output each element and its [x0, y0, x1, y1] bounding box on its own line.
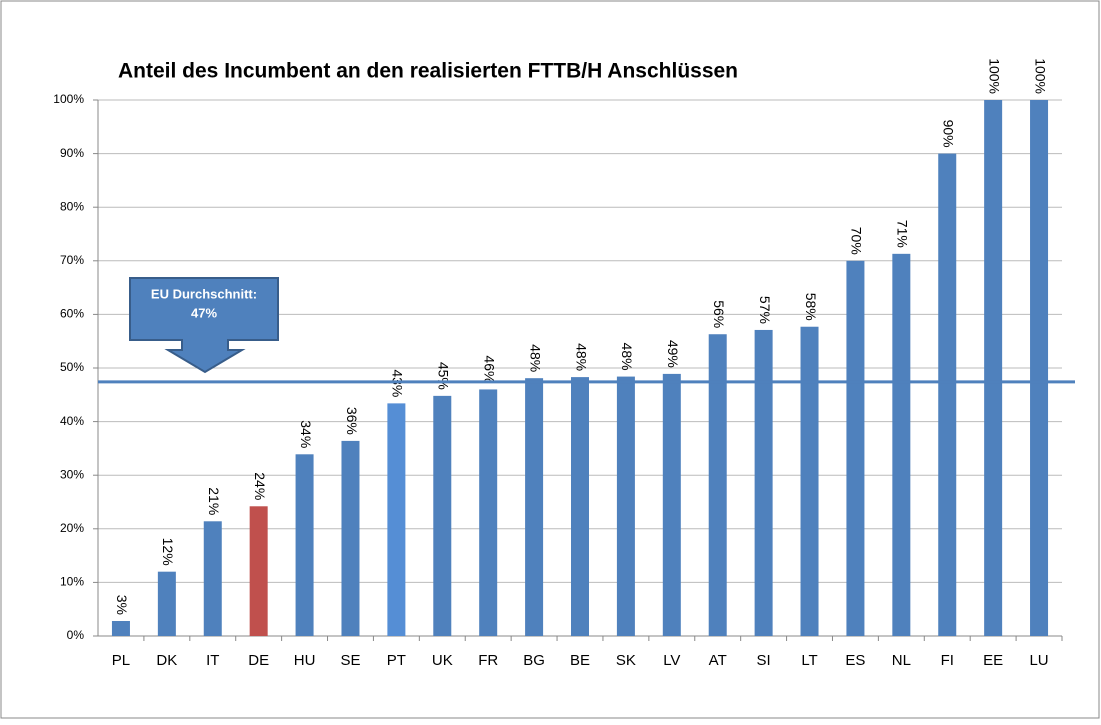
value-label: 100%	[1032, 58, 1048, 94]
value-label: 58%	[803, 293, 819, 321]
y-tick-label: 0%	[67, 628, 85, 642]
x-tick-label: LT	[801, 652, 817, 669]
x-tick-label: NL	[892, 652, 911, 669]
callout-value: 47%	[191, 305, 217, 320]
x-tick-label: SK	[616, 652, 636, 669]
x-tick-label: FR	[478, 652, 498, 669]
bar	[800, 326, 819, 636]
y-tick-label: 40%	[60, 414, 84, 428]
x-tick-label: EE	[983, 652, 1003, 669]
bar	[846, 260, 865, 636]
bar	[203, 521, 222, 636]
x-tick-label: LU	[1029, 652, 1048, 669]
bar	[1030, 100, 1049, 636]
x-tick-label: ES	[845, 652, 865, 669]
callout-shape	[129, 277, 279, 374]
callout: EU Durchschnitt: 47%	[129, 277, 279, 374]
x-tick-label: SE	[340, 652, 360, 669]
x-tick-label: PT	[387, 652, 406, 669]
bar	[341, 440, 360, 636]
x-tick-label: PL	[112, 652, 130, 669]
y-tick-label: 80%	[60, 199, 84, 213]
y-tick-label: 50%	[60, 360, 84, 374]
value-label: 48%	[573, 343, 589, 371]
y-tick-label: 100%	[53, 92, 84, 106]
x-tick-label: LV	[663, 652, 680, 669]
value-label: 36%	[344, 407, 360, 435]
bar	[662, 373, 681, 636]
bar	[295, 454, 314, 636]
value-label: 45%	[436, 362, 452, 390]
bar	[387, 403, 406, 636]
value-label: 49%	[665, 340, 681, 368]
value-label: 70%	[849, 227, 865, 255]
value-label: 3%	[114, 595, 130, 615]
value-label: 24%	[252, 472, 268, 500]
value-label: 48%	[619, 343, 635, 371]
bar	[892, 253, 911, 636]
y-tick-label: 60%	[60, 307, 84, 321]
value-label: 48%	[527, 344, 543, 372]
value-label: 21%	[206, 487, 222, 515]
bar	[571, 377, 589, 636]
bar	[479, 389, 498, 636]
bar	[754, 329, 773, 636]
bar	[938, 153, 957, 636]
bar	[111, 620, 130, 636]
value-label: 90%	[941, 120, 957, 148]
chart-title: Anteil des Incumbent an den realisierten…	[118, 60, 738, 83]
bar	[433, 395, 452, 636]
y-tick-label: 90%	[60, 146, 84, 160]
value-label: 56%	[711, 300, 727, 328]
value-label: 71%	[895, 220, 911, 248]
y-tick-label: 30%	[60, 467, 84, 481]
x-tick-label: AT	[709, 652, 727, 669]
bar	[616, 376, 635, 636]
value-label: 100%	[986, 58, 1002, 94]
x-tick-label: DE	[248, 652, 269, 669]
y-tick-label: 70%	[60, 253, 84, 267]
y-tick-label: 10%	[60, 575, 84, 589]
x-tick-label: UK	[432, 652, 453, 669]
bar	[708, 334, 727, 636]
value-label: 34%	[298, 420, 314, 448]
x-tick-label: IT	[206, 652, 219, 669]
x-tick-label: FI	[941, 652, 954, 669]
x-tick-label: HU	[294, 652, 316, 669]
value-label: 12%	[160, 538, 176, 566]
x-tick-label: SI	[757, 652, 771, 669]
x-tick-label: BE	[570, 652, 590, 669]
callout-label: EU Durchschnitt:	[151, 286, 257, 301]
y-tick-label: 20%	[60, 521, 84, 535]
bar	[525, 378, 544, 636]
bar	[249, 506, 268, 636]
x-tick-label: DK	[156, 652, 177, 669]
value-label: 57%	[757, 296, 773, 324]
bar	[984, 100, 1003, 636]
bar	[157, 571, 176, 636]
value-label: 46%	[481, 355, 497, 383]
x-tick-label: BG	[523, 652, 545, 669]
